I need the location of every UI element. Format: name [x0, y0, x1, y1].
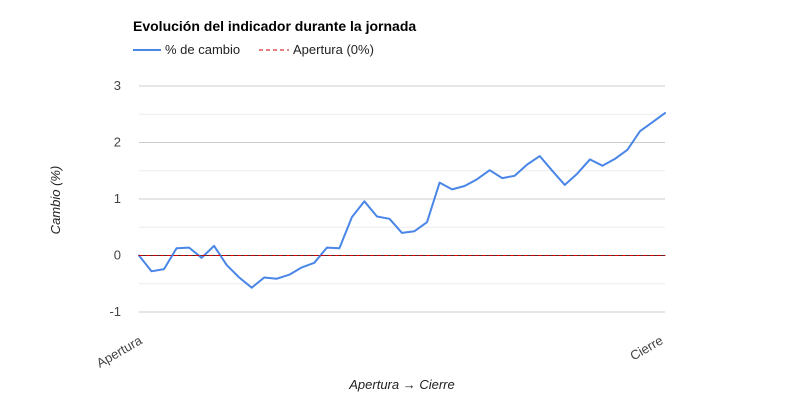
x-tick-label-start: Apertura: [94, 332, 145, 370]
y-axis-ticks: -1 0 1 2 3: [109, 78, 121, 319]
x-axis-label: Apertura → Cierre: [348, 377, 454, 392]
y-tick-label: 0: [114, 248, 121, 263]
y-tick-label: 1: [114, 191, 121, 206]
plot-area: [138, 112, 666, 289]
gridlines: [139, 85, 665, 313]
legend: % de cambio Apertura (0%): [133, 42, 374, 57]
series-line-change: [138, 112, 666, 289]
chart-title: Evolución del indicador durante la jorna…: [133, 18, 416, 34]
x-tick-label-end: Cierre: [627, 333, 665, 364]
y-tick-label: 2: [114, 135, 121, 150]
y-axis-label: Cambio (%): [48, 166, 63, 235]
legend-label-open: Apertura (0%): [293, 42, 374, 57]
y-tick-label: 3: [114, 78, 121, 93]
y-tick-label: -1: [109, 304, 121, 319]
legend-label-change: % de cambio: [165, 42, 240, 57]
